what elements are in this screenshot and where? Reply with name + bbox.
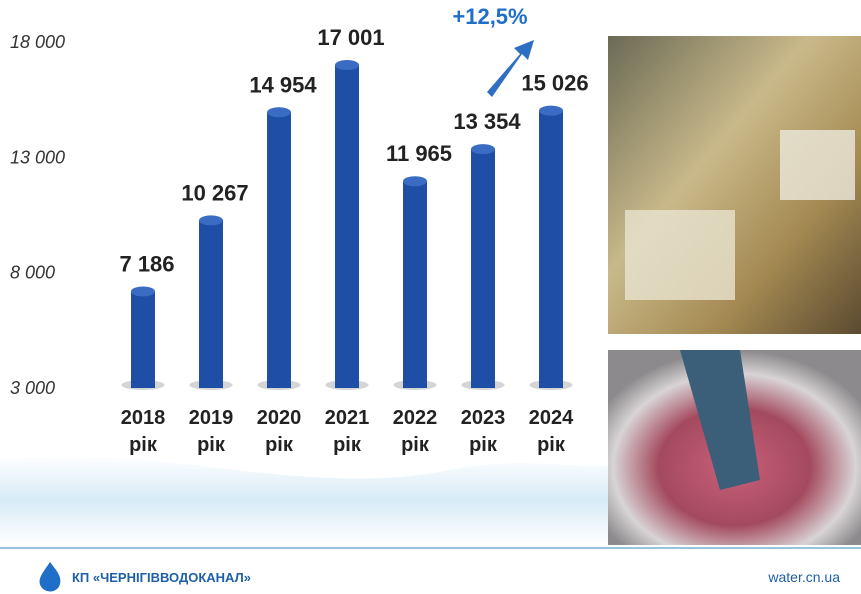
value-label: 14 954	[249, 72, 317, 97]
bar	[403, 181, 427, 388]
bar-cap	[471, 144, 495, 155]
y-tick-label: 3 000	[10, 378, 55, 398]
value-label: 17 001	[317, 25, 384, 50]
x-tick-label: 2018 рік	[120, 407, 166, 456]
photo-pipe	[680, 350, 760, 490]
x-tick-label: 2020 рік	[256, 407, 302, 456]
y-tick-label: 18 000	[10, 32, 65, 52]
footer-site: water.cn.ua	[767, 569, 840, 585]
value-label: 10 267	[181, 180, 248, 205]
bar	[199, 220, 223, 388]
bar-cap	[131, 286, 155, 297]
bar	[539, 110, 563, 388]
y-tick-label: 8 000	[10, 263, 55, 283]
value-label: 7 186	[119, 251, 174, 276]
x-tick-label: 2021 рік	[324, 407, 370, 456]
bar	[131, 291, 155, 388]
bar-cap	[199, 215, 223, 226]
bar-cap	[335, 60, 359, 71]
y-tick-label: 13 000	[10, 147, 65, 167]
annotation: +12,5%	[452, 4, 527, 29]
bar-cap	[403, 176, 427, 187]
bar	[471, 149, 495, 388]
x-tick-label: 2022 рік	[392, 407, 438, 456]
bar	[335, 65, 359, 388]
value-label: 15 026	[521, 71, 588, 96]
bar-cap	[267, 107, 291, 118]
logo	[39, 562, 61, 592]
photo-label	[780, 130, 855, 200]
bar	[267, 112, 291, 388]
value-label: 11 965	[386, 141, 452, 166]
photo-label	[625, 210, 735, 300]
background-wave	[0, 455, 610, 545]
bar-cap	[539, 105, 563, 116]
x-tick-label: 2023 рік	[460, 407, 506, 456]
growth-arrow	[487, 40, 534, 97]
value-label: 13 354	[453, 109, 521, 134]
footer-org: КП «ЧЕРНІГІВВОДОКАНАЛ»	[72, 570, 251, 585]
x-tick-label: 2024 рік	[528, 407, 574, 456]
x-tick-label: 2019 рік	[188, 407, 234, 456]
